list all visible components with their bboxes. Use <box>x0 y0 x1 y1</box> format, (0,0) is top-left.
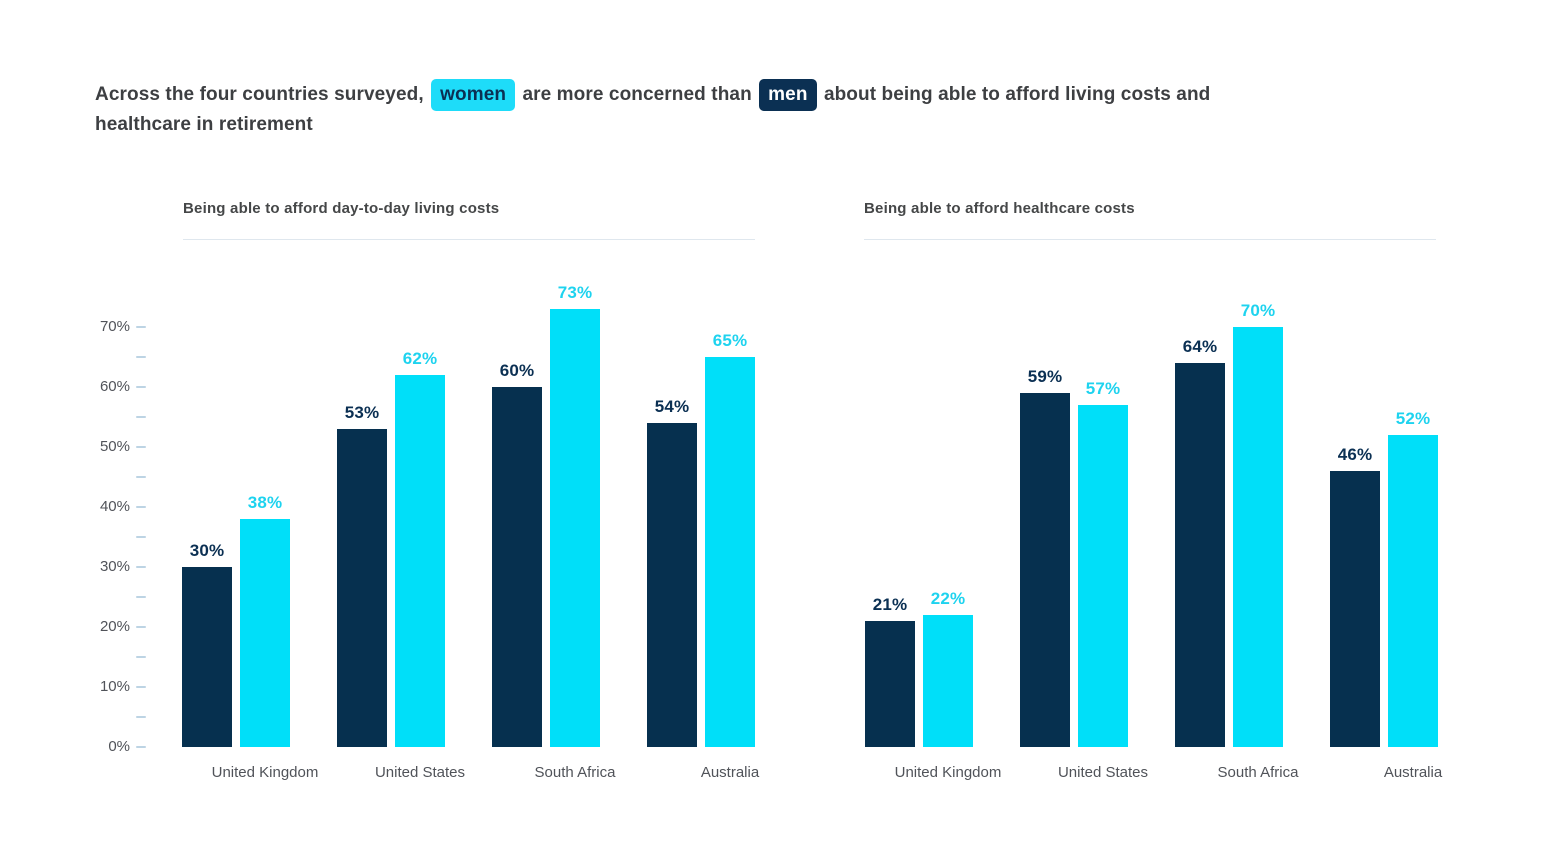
living-costs-chart-title: Being able to afford day-to-day living c… <box>183 200 500 217</box>
page-title: Across the four countries surveyed, wome… <box>95 79 1375 138</box>
bar-men-australia <box>1330 471 1380 747</box>
bar-men-united-kingdom <box>865 621 915 747</box>
value-label-women-australia: 65% <box>712 331 748 350</box>
headline-text-2: are more concerned than <box>522 84 752 105</box>
y-axis-label: 10% <box>99 678 130 695</box>
value-label-women-united-states: 62% <box>402 349 438 368</box>
x-axis-label-south-africa: South Africa <box>534 764 616 781</box>
value-label-women-australia: 52% <box>1395 409 1431 428</box>
y-axis-label: 20% <box>99 618 130 635</box>
value-label-men-south-africa: 64% <box>1182 337 1218 356</box>
value-label-women-united-kingdom: 22% <box>930 589 966 608</box>
bar-women-united-states <box>395 375 445 747</box>
headline-text-4: healthcare in retirement <box>95 114 313 135</box>
y-axis-tick <box>136 656 146 658</box>
value-label-men-united-kingdom: 30% <box>189 541 225 560</box>
headline-text-3: about being able to afford living costs … <box>823 84 1211 105</box>
y-axis-label: 0% <box>108 738 130 755</box>
y-axis-tick <box>136 566 146 568</box>
headline-text-1: Across the four countries surveyed, <box>95 84 424 105</box>
value-label-women-south-africa: 73% <box>557 283 593 302</box>
living-costs-chart-divider <box>183 239 755 240</box>
bar-women-united-kingdom <box>240 519 290 747</box>
healthcare-costs-chart-title: Being able to afford healthcare costs <box>864 200 1135 217</box>
x-axis-label-united-states: United States <box>1057 764 1149 781</box>
bar-men-south-africa <box>492 387 542 747</box>
bar-women-south-africa <box>1233 327 1283 747</box>
x-axis-label-south-africa: South Africa <box>1217 764 1299 781</box>
value-label-women-united-kingdom: 38% <box>247 493 283 512</box>
y-axis-label: 30% <box>99 558 130 575</box>
value-label-women-united-states: 57% <box>1085 379 1121 398</box>
y-axis-tick <box>136 356 146 358</box>
y-axis-tick <box>136 476 146 478</box>
y-axis-label: 40% <box>99 498 130 515</box>
y-axis-tick <box>136 596 146 598</box>
y-axis-tick <box>136 326 146 328</box>
x-axis-label-united-states: United States <box>374 764 466 781</box>
y-axis-tick <box>136 446 146 448</box>
bar-men-united-states <box>337 429 387 747</box>
y-axis-label: 50% <box>99 438 130 455</box>
y-axis-tick <box>136 686 146 688</box>
value-label-men-south-africa: 60% <box>499 361 535 380</box>
x-axis-label-united-kingdom: United Kingdom <box>211 764 319 781</box>
bar-women-south-africa <box>550 309 600 747</box>
men-legend-chip: men <box>759 79 817 111</box>
value-label-men-united-states: 53% <box>344 403 380 422</box>
bar-women-united-kingdom <box>923 615 973 747</box>
bar-men-united-states <box>1020 393 1070 747</box>
y-axis-tick <box>136 416 146 418</box>
bar-men-australia <box>647 423 697 747</box>
x-axis-label-australia: Australia <box>700 764 760 781</box>
value-label-men-australia: 54% <box>654 397 690 416</box>
y-axis-tick <box>136 746 146 748</box>
women-legend-chip: women <box>431 79 516 111</box>
x-axis-label-australia: Australia <box>1383 764 1443 781</box>
bar-women-united-states <box>1078 405 1128 747</box>
bar-men-united-kingdom <box>182 567 232 747</box>
y-axis-tick <box>136 506 146 508</box>
y-axis-tick <box>136 716 146 718</box>
y-axis-tick <box>136 626 146 628</box>
value-label-men-australia: 46% <box>1337 445 1373 464</box>
value-label-women-south-africa: 70% <box>1240 301 1276 320</box>
value-label-men-united-states: 59% <box>1027 367 1063 386</box>
bar-women-australia <box>1388 435 1438 747</box>
y-axis-tick <box>136 536 146 538</box>
bar-men-south-africa <box>1175 363 1225 747</box>
x-axis-label-united-kingdom: United Kingdom <box>894 764 1002 781</box>
value-label-men-united-kingdom: 21% <box>872 595 908 614</box>
y-axis-tick <box>136 386 146 388</box>
y-axis-label: 60% <box>99 378 130 395</box>
y-axis-label: 70% <box>99 318 130 335</box>
healthcare-costs-chart-divider <box>864 239 1436 240</box>
bar-women-australia <box>705 357 755 747</box>
